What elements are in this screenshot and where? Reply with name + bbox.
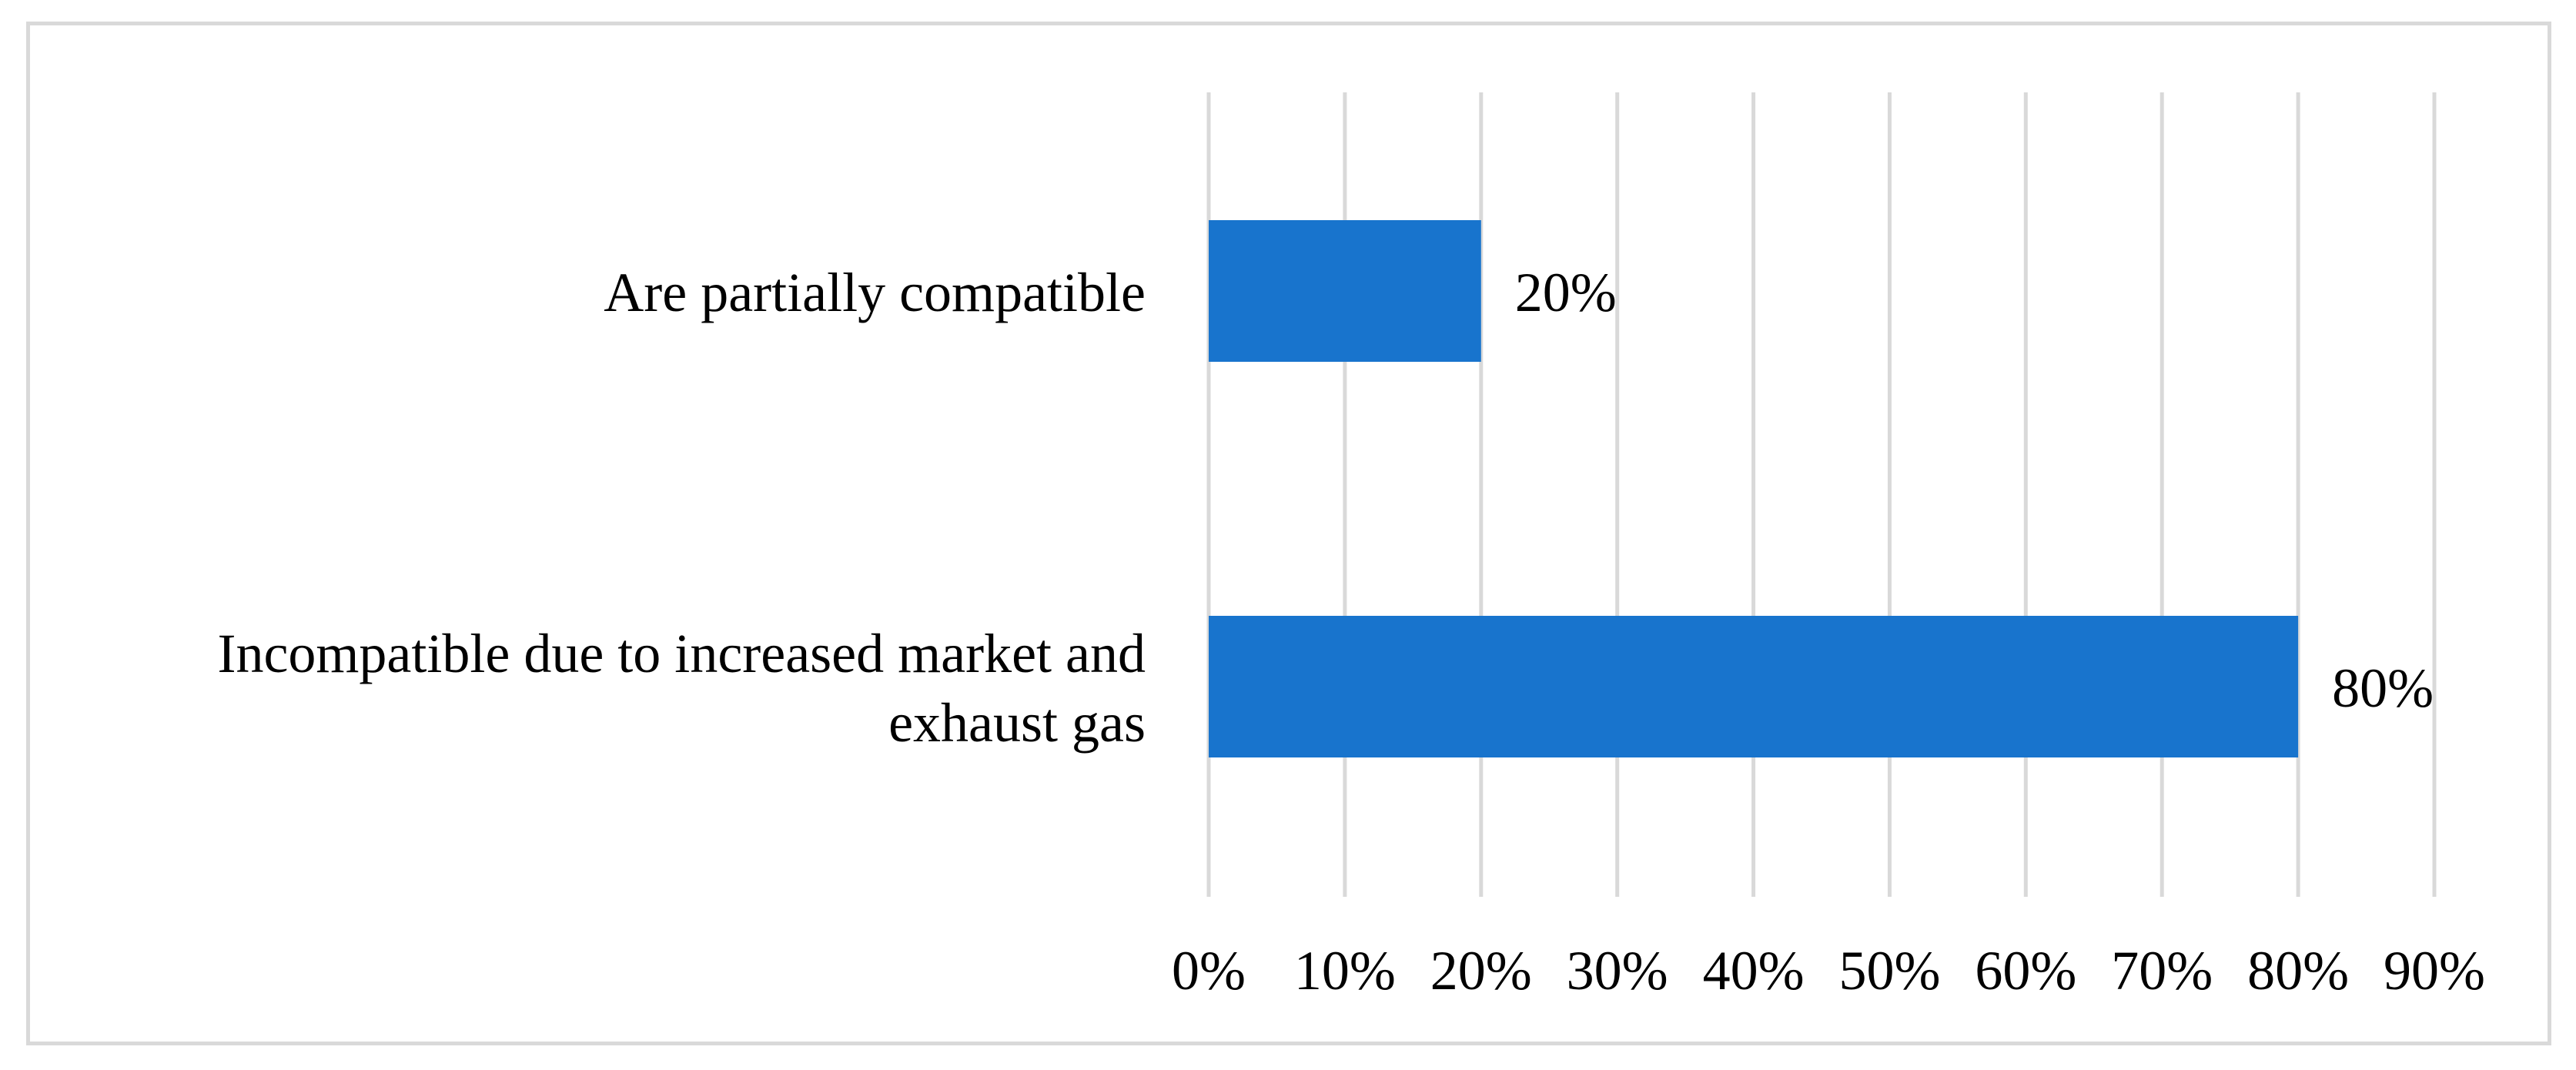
chart-frame xyxy=(26,22,2551,1045)
x-tick-label: 70% xyxy=(2111,940,2213,1001)
category-label-line: Incompatible due to increased market and xyxy=(217,623,1146,684)
bar xyxy=(1209,220,1481,362)
category-label: Incompatible due to increased market and… xyxy=(217,623,1146,754)
x-tick-label: 40% xyxy=(1703,940,1805,1001)
data-label: 20% xyxy=(1515,262,1617,323)
x-tick-label: 60% xyxy=(1975,940,2076,1001)
gridlines xyxy=(1206,92,2437,897)
x-tick-label: 0% xyxy=(1172,940,1246,1001)
category-label-line: exhaust gas xyxy=(888,692,1146,754)
data-label: 80% xyxy=(2332,657,2434,719)
x-tick-label: 20% xyxy=(1430,940,1532,1001)
x-tick-label: 80% xyxy=(2247,940,2349,1001)
bar xyxy=(1209,616,2299,757)
x-tick-label: 30% xyxy=(1567,940,1668,1001)
category-label-line: Are partially compatible xyxy=(604,262,1146,323)
labels: 0% 10% 20% 30% 40% 50% 60% 70% 80% 90% 20% Are part… xyxy=(217,262,2485,1001)
x-tick-label: 10% xyxy=(1294,940,1396,1001)
category-label: Are partially compatible xyxy=(604,262,1146,323)
bars xyxy=(1209,220,2299,757)
x-tick-label: 50% xyxy=(1838,940,1940,1001)
x-tick-label: 90% xyxy=(2384,940,2485,1001)
